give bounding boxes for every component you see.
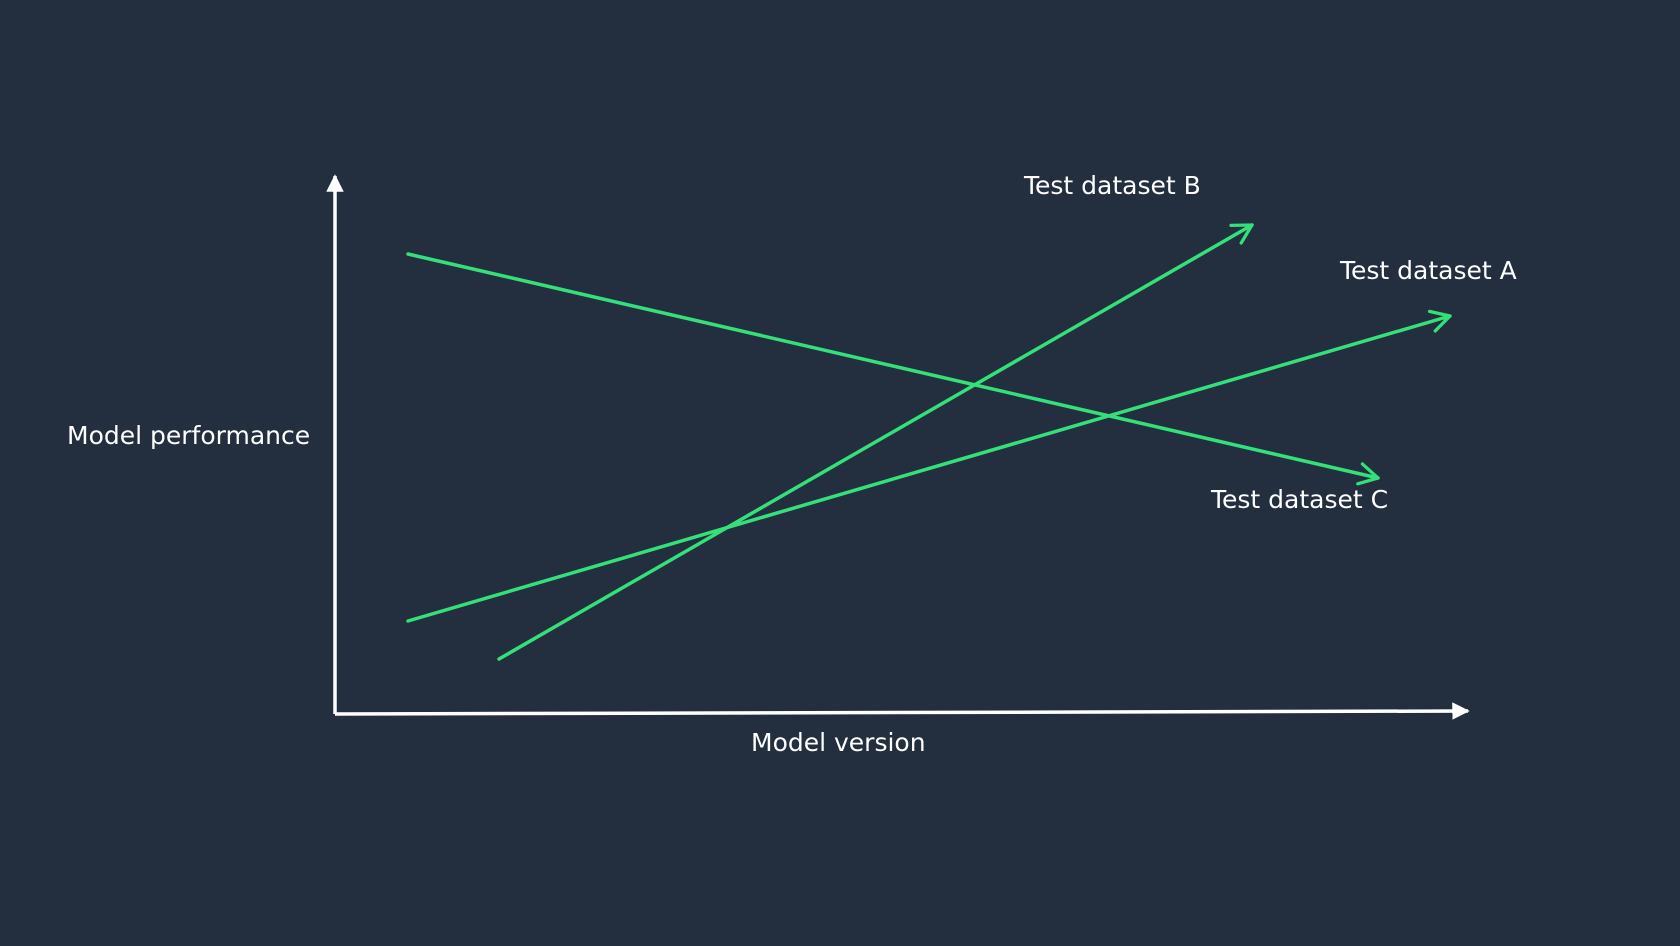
series-label-b: Test dataset B [1024, 171, 1201, 200]
x-axis [334, 702, 1470, 720]
series-line-c [406, 252, 1380, 486]
series-label-a: Test dataset A [1340, 256, 1517, 285]
x-axis-label: Model version [751, 728, 926, 757]
series-label-c: Test dataset C [1211, 485, 1389, 514]
series-line-a [406, 309, 1452, 623]
y-axis-label: Model performance [67, 421, 311, 450]
series-line-b [497, 223, 1254, 661]
